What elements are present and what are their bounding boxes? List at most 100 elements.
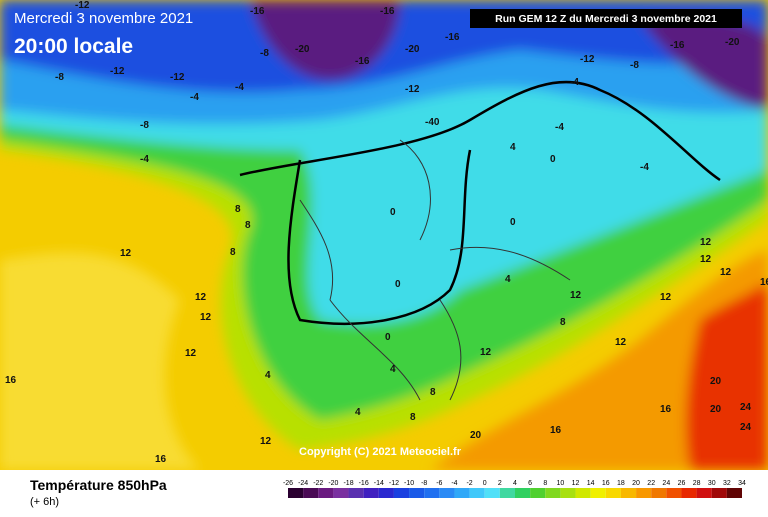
contour-label: 0 xyxy=(550,154,556,165)
contour-label: 8 xyxy=(230,247,236,258)
contour-label: 8 xyxy=(245,220,251,231)
contour-label: 12 xyxy=(185,348,197,359)
field-orange xyxy=(430,250,768,470)
contour-label: -12 xyxy=(405,84,420,95)
contour-label: 12 xyxy=(615,337,627,348)
contour-label: 12 xyxy=(260,436,272,447)
contour-label: -20 xyxy=(295,44,310,55)
scale-swatch xyxy=(711,488,727,498)
contour-label: 4 xyxy=(505,274,511,285)
scale-swatch xyxy=(393,488,410,498)
contour-label: 12 xyxy=(700,254,712,265)
contour-label: -8 xyxy=(630,60,639,71)
contour-label: -8 xyxy=(260,48,269,59)
contour-label: 8 xyxy=(235,204,241,215)
contour-label: 20 xyxy=(470,430,482,441)
contour-label: -12 xyxy=(170,72,185,83)
scale-tick: 12 xyxy=(572,480,580,487)
contour-label: -12 xyxy=(75,0,90,11)
scale-tick: -16 xyxy=(359,480,369,487)
contour-labels: -12 -16 -20 -16 -12 -8 -12 -8 -4 -8 -4 -16 -20 -16 -12… xyxy=(5,0,768,465)
coastline xyxy=(299,139,571,401)
scale-tick: -10 xyxy=(404,480,414,487)
contour-label: -8 xyxy=(140,120,149,131)
contour-label: -40 xyxy=(425,117,440,128)
contour-label: 12 xyxy=(195,292,207,303)
scale-tick: 2 xyxy=(498,480,502,487)
contour-label: 20 xyxy=(710,404,722,415)
map-fields xyxy=(0,0,768,470)
scale-swatch xyxy=(378,488,394,498)
scale-tick: 10 xyxy=(557,480,565,487)
contour-label: -12 xyxy=(110,66,125,77)
scale-tick: -4 xyxy=(451,480,457,487)
scale-swatch xyxy=(651,488,667,498)
contour-label: 8 xyxy=(410,412,416,423)
run-text: Run GEM 12 Z du Mercredi 3 novembre 2021 xyxy=(495,13,717,25)
contour-label: 4 xyxy=(355,407,361,418)
scale-tick: 14 xyxy=(587,480,595,487)
contour-label: 4 xyxy=(265,370,271,381)
contour-label: 0 xyxy=(385,332,391,343)
contour-label: -16 xyxy=(355,56,370,67)
contour-label: -4 xyxy=(640,162,649,173)
scale-swatch xyxy=(333,488,349,498)
scale-tick: 20 xyxy=(632,480,640,487)
scale-tick: -2 xyxy=(466,480,472,487)
run-box xyxy=(470,9,742,28)
contour-label: 16 xyxy=(155,454,167,465)
contour-label: 4 xyxy=(510,142,516,153)
contour-label: -4 xyxy=(235,82,244,93)
scale-tick: 4 xyxy=(513,480,517,487)
scale-swatch xyxy=(590,488,606,498)
contour-label: -16 xyxy=(670,40,685,51)
field-cyan xyxy=(0,80,768,324)
scale-tick: 30 xyxy=(708,480,716,487)
scale-swatch xyxy=(636,488,652,498)
contour-label: 8 xyxy=(560,317,566,328)
time-text: 20:00 locale xyxy=(14,35,133,58)
color-scale: -26 -24 -22 -20 -18 -16 -14 -12 -10 -8 -6 -4 -2 0 2 4 6 8… xyxy=(283,480,746,498)
contour-label: 12 xyxy=(120,248,132,259)
contour-label: 12 xyxy=(200,312,212,323)
scale-swatch xyxy=(303,488,319,498)
scale-swatch xyxy=(469,488,485,498)
contour-label: -4 xyxy=(555,122,564,133)
scale-tick: 18 xyxy=(617,480,625,487)
scale-swatch xyxy=(575,488,591,498)
contour-label: -16 xyxy=(445,32,460,43)
contour-label: 8 xyxy=(430,387,436,398)
scale-swatch xyxy=(454,488,470,498)
contour-label: 0 xyxy=(395,279,401,290)
contour-label: 12 xyxy=(480,347,492,358)
contour-label: 4 xyxy=(390,364,396,375)
scale-swatch xyxy=(288,488,304,498)
scale-tick: 16 xyxy=(602,480,610,487)
zero-isotherm xyxy=(239,80,721,325)
contour-label: -4 xyxy=(190,92,199,103)
scale-tick: 6 xyxy=(528,480,532,487)
scale-tick: -6 xyxy=(436,480,442,487)
contour-label: -4 xyxy=(570,77,579,88)
contour-label: 0 xyxy=(390,207,396,218)
contour-label: -16 xyxy=(250,6,265,17)
scale-swatch xyxy=(560,488,576,498)
scale-tick: 0 xyxy=(483,480,487,487)
scale-tick: -14 xyxy=(374,480,384,487)
scale-tick: 34 xyxy=(738,480,746,487)
scale-tick: 24 xyxy=(662,480,670,487)
scale-swatch xyxy=(620,488,637,498)
field-red xyxy=(685,280,768,470)
contour-label: 20 xyxy=(710,376,722,387)
scale-swatch xyxy=(318,488,334,498)
copyright: Copyright (C) 2021 Meteociel.fr xyxy=(299,446,462,458)
contour-label: 16 xyxy=(760,277,768,288)
contour-label: 16 xyxy=(660,404,672,415)
legend-subtitle: (+ 6h) xyxy=(30,496,59,508)
contour-label: -4 xyxy=(140,154,149,165)
scale-swatch xyxy=(666,488,682,498)
contour-label: -12 xyxy=(580,54,595,65)
date-text: Mercredi 3 novembre 2021 xyxy=(14,10,193,27)
legend-title: Température 850hPa xyxy=(30,477,167,493)
